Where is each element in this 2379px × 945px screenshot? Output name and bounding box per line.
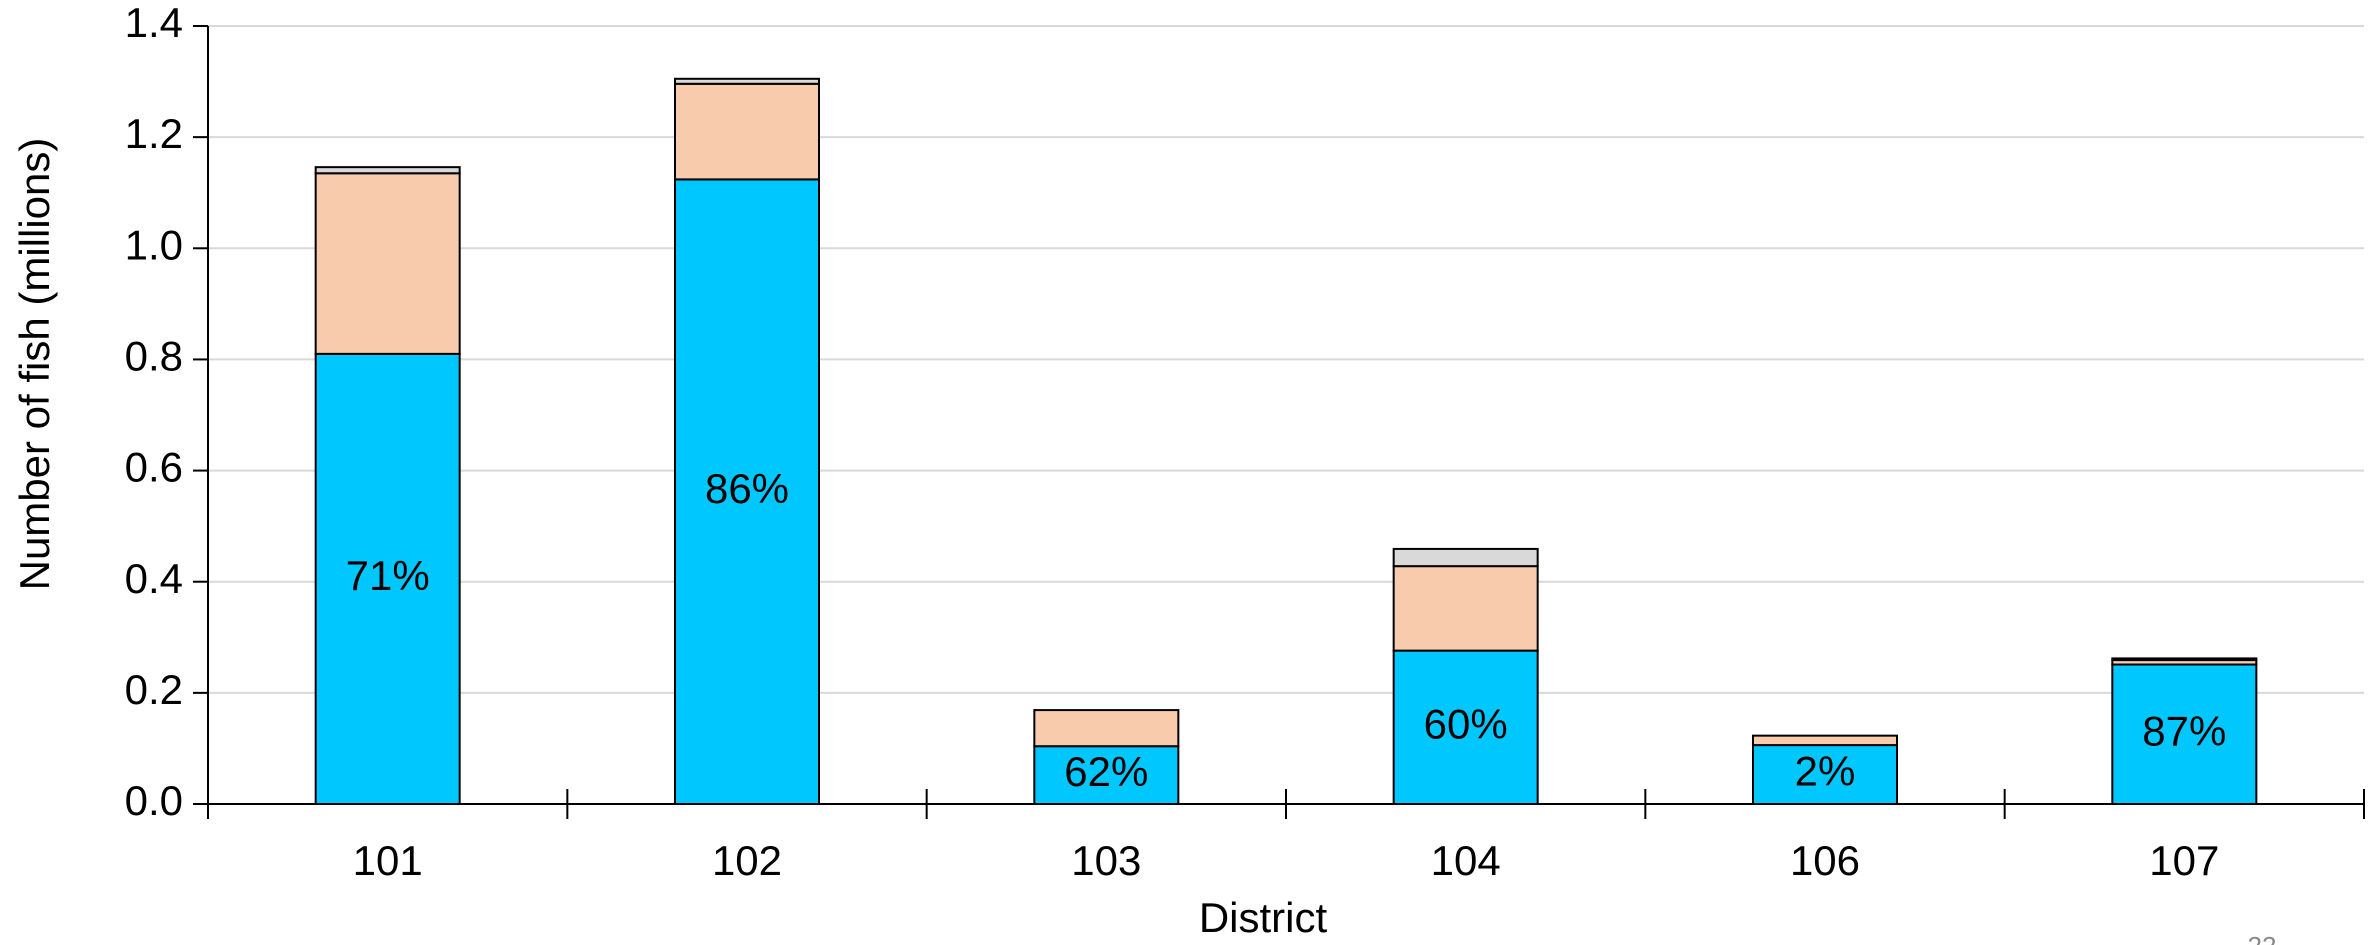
data-label: 60%	[1424, 700, 1508, 747]
bar-segment	[2111, 657, 2258, 662]
y-tick-label: 1.2	[125, 110, 183, 157]
bar-segment	[1392, 547, 1539, 568]
page-number: 22	[2248, 931, 2277, 945]
x-tick-label: 103	[1071, 837, 1141, 884]
y-tick-label: 0.6	[125, 444, 183, 491]
x-tick-label: 104	[1431, 837, 1501, 884]
bar-segment	[314, 172, 461, 355]
y-tick-label: 1.4	[125, 0, 183, 46]
x-axis-title: District	[1199, 894, 1328, 941]
bar-segment	[1033, 745, 1180, 805]
bar-segment	[674, 82, 820, 181]
bar-segment	[674, 77, 820, 85]
x-tick-label: 107	[2149, 837, 2219, 884]
data-label: 2%	[1795, 748, 1856, 795]
data-label: 86%	[705, 465, 789, 512]
bar-segment	[314, 166, 461, 175]
y-tick-label: 0.0	[125, 777, 183, 824]
x-tick-label: 102	[712, 837, 782, 884]
y-tick-label: 1.0	[125, 221, 183, 268]
bar-segment	[1392, 649, 1539, 805]
bar-segment	[1033, 709, 1180, 748]
data-label: 62%	[1064, 748, 1148, 795]
bar-segment	[1752, 734, 1898, 747]
bar-segment	[1392, 565, 1539, 652]
data-label: 87%	[2142, 707, 2226, 754]
y-axis-title: Number of fish (millions)	[11, 138, 58, 591]
y-tick-label: 0.8	[125, 333, 183, 380]
x-tick-label: 101	[353, 837, 423, 884]
y-tick-label: 0.4	[125, 555, 183, 602]
x-tick-label: 106	[1790, 837, 1860, 884]
bar-segment	[314, 352, 461, 805]
bar-segment	[674, 178, 820, 805]
y-tick-label: 0.2	[125, 666, 183, 713]
data-label: 71%	[346, 552, 430, 599]
